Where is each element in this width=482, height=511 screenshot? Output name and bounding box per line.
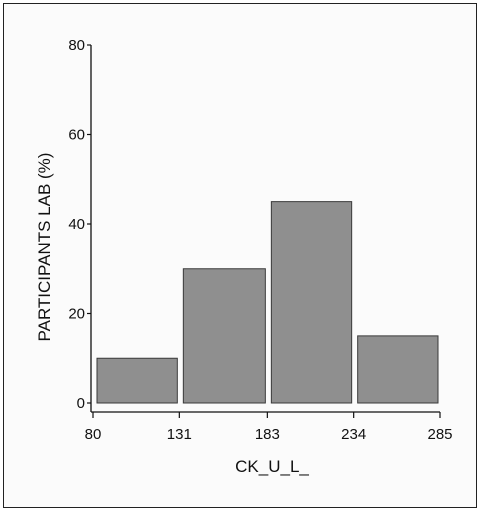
x-axis-title: CK_U_L_ (235, 457, 309, 476)
x-tick-label: 234 (341, 426, 366, 443)
y-tick-label: 40 (68, 216, 85, 233)
bars-group (96, 201, 439, 404)
histogram-bar (182, 268, 266, 404)
x-tick-label: 285 (427, 426, 452, 443)
histogram-bar (357, 335, 439, 404)
x-tick-label: 183 (255, 426, 280, 443)
y-axis-title: PARTICIPANTS LAB (%) (35, 153, 54, 342)
chart-frame (3, 3, 477, 508)
histogram-bar (96, 357, 178, 404)
y-tick-label: 20 (68, 306, 85, 323)
y-tick-label: 80 (68, 37, 85, 54)
x-ticks-group: 80 131 183 234 285 (85, 412, 453, 443)
y-ticks-group: 0 20 40 60 80 (68, 37, 91, 412)
y-tick-label: 60 (68, 127, 85, 144)
x-tick-label: 131 (167, 426, 192, 443)
x-tick-label: 80 (85, 426, 102, 443)
y-tick-label: 0 (77, 395, 85, 412)
histogram-bar (270, 201, 353, 404)
